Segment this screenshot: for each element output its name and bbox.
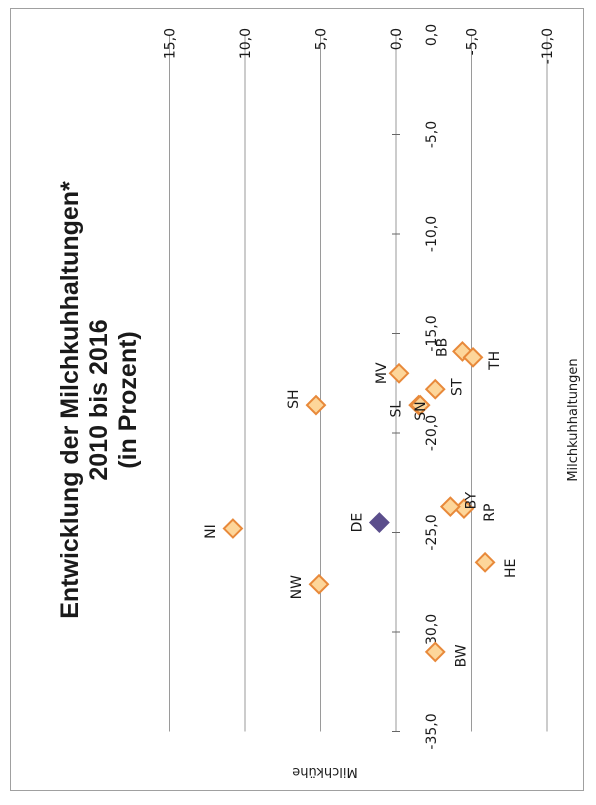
y-tick-label: 15,0 xyxy=(163,28,179,59)
x-tick-label: -35,0 xyxy=(424,713,440,749)
y-tick-label: 0,0 xyxy=(389,28,405,50)
point-label: MV xyxy=(374,362,390,384)
point-label: SN xyxy=(413,401,429,420)
gridlines xyxy=(169,34,548,732)
chart-title: Entwicklung der Milchkuhhaltungen* 2010 … xyxy=(56,181,142,619)
tick-labels: -10,0 -5,0 0,0 5,0 10,0 15,0 -35,0 -30,0 -25,0 -2… xyxy=(163,24,557,750)
point-label: RP xyxy=(482,504,498,522)
point-marker xyxy=(462,346,484,368)
point-marker xyxy=(439,496,461,518)
point-st: ST xyxy=(424,378,465,400)
x-tick-label: -25,0 xyxy=(424,514,440,550)
point-mv: MV xyxy=(374,362,410,384)
point-label: TH xyxy=(487,351,503,371)
point-marker xyxy=(305,394,327,416)
point-ni: NI xyxy=(203,518,244,539)
point-marker xyxy=(222,518,244,539)
x-tick-label: -10,0 xyxy=(424,216,440,252)
point-nw: NW xyxy=(289,573,330,599)
title-line-3: (in Prozent) xyxy=(114,331,142,469)
point-label: DE xyxy=(349,513,365,533)
point-label: SL xyxy=(389,401,405,418)
y-tick-label: -10,0 xyxy=(540,28,556,64)
point-he: HE xyxy=(474,551,519,578)
point-sn: SN xyxy=(409,394,431,421)
point-bw: BW xyxy=(424,641,469,667)
point-sh: SH xyxy=(286,389,327,416)
y-tick-label: -5,0 xyxy=(465,28,481,55)
point-marker xyxy=(368,512,390,533)
x-tick-label: -30,0 xyxy=(424,614,440,650)
x-tick-label: -20,0 xyxy=(424,415,440,451)
point-marker xyxy=(388,362,410,384)
point-label: BY xyxy=(463,491,479,509)
x-tick-label: -15,0 xyxy=(424,315,440,351)
title-line-1: Entwicklung der Milchkuhhaltungen* xyxy=(56,181,84,619)
point-label: NW xyxy=(289,575,305,599)
point-label: BW xyxy=(453,644,469,667)
point-label: HE xyxy=(503,559,519,578)
x-tick-label: 0,0 xyxy=(424,24,440,46)
point-marker xyxy=(474,551,496,573)
point-label: BB xyxy=(434,338,450,357)
point-label: NI xyxy=(203,524,219,539)
point-th: TH xyxy=(462,346,503,371)
point-marker xyxy=(409,394,431,416)
point-marker xyxy=(424,641,446,663)
point-marker xyxy=(424,378,446,400)
x-tick-label: -5,0 xyxy=(424,121,440,148)
y-tick-label: 5,0 xyxy=(314,28,330,50)
point-marker xyxy=(308,573,330,595)
y-axis-label: Milchkühe xyxy=(292,764,357,779)
x-axis-label: Milchkuhhaltungen xyxy=(566,358,581,481)
point-de: DE xyxy=(349,512,390,533)
chart-frame xyxy=(10,8,584,791)
point-label: SH xyxy=(286,389,302,408)
title-line-2: 2010 bis 2016 xyxy=(85,319,113,480)
point-label: ST xyxy=(449,378,465,396)
point-by: BY xyxy=(439,491,479,518)
y-tick-label: 10,0 xyxy=(238,28,254,59)
